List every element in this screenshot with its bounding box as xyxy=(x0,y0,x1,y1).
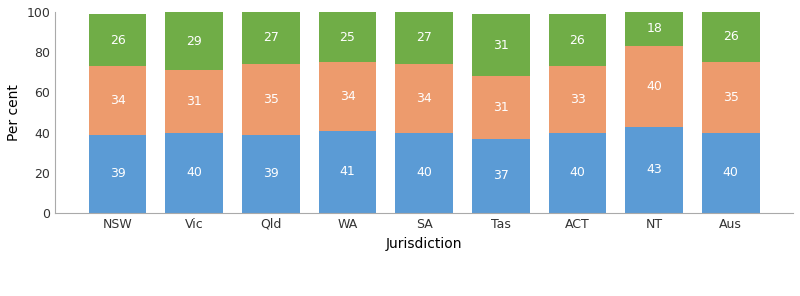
Text: 39: 39 xyxy=(110,168,126,180)
Text: 35: 35 xyxy=(723,91,738,104)
Text: 29: 29 xyxy=(186,35,202,48)
Bar xyxy=(549,133,606,213)
Text: 34: 34 xyxy=(340,90,355,103)
Bar xyxy=(472,14,530,76)
Text: 26: 26 xyxy=(723,30,738,43)
Bar xyxy=(166,70,223,133)
Text: 27: 27 xyxy=(416,30,432,44)
Bar xyxy=(472,139,530,213)
Bar xyxy=(702,133,759,213)
Bar xyxy=(166,12,223,70)
Text: 39: 39 xyxy=(263,168,278,180)
Text: 40: 40 xyxy=(186,166,202,179)
Bar xyxy=(166,133,223,213)
Text: 18: 18 xyxy=(646,22,662,35)
Bar xyxy=(242,10,299,64)
Bar xyxy=(626,127,683,213)
Bar xyxy=(549,66,606,133)
Text: 40: 40 xyxy=(416,166,432,179)
Text: 27: 27 xyxy=(263,30,278,44)
Text: 34: 34 xyxy=(110,94,126,107)
Text: 31: 31 xyxy=(186,95,202,108)
Bar xyxy=(472,76,530,139)
Bar xyxy=(626,10,683,46)
Bar xyxy=(318,131,376,213)
Bar xyxy=(395,10,453,64)
Bar xyxy=(626,46,683,127)
Bar xyxy=(242,64,299,135)
Text: 34: 34 xyxy=(416,92,432,105)
Bar xyxy=(395,133,453,213)
Text: 43: 43 xyxy=(646,163,662,176)
Text: 31: 31 xyxy=(493,39,509,52)
Bar xyxy=(318,12,376,62)
Bar xyxy=(89,135,146,213)
Bar xyxy=(318,62,376,131)
Text: 41: 41 xyxy=(340,165,355,178)
Text: 37: 37 xyxy=(493,169,509,182)
Y-axis label: Per cent: Per cent xyxy=(7,84,21,141)
Text: 40: 40 xyxy=(723,166,738,179)
Text: 40: 40 xyxy=(646,80,662,93)
Text: 40: 40 xyxy=(570,166,586,179)
Bar xyxy=(242,135,299,213)
Bar xyxy=(89,14,146,66)
Text: 25: 25 xyxy=(339,30,355,44)
X-axis label: Jurisdiction: Jurisdiction xyxy=(386,237,462,250)
Text: 31: 31 xyxy=(493,101,509,114)
Bar xyxy=(395,64,453,133)
Text: 26: 26 xyxy=(570,34,586,46)
Text: 33: 33 xyxy=(570,93,586,106)
Bar xyxy=(702,62,759,133)
Bar xyxy=(702,10,759,62)
Bar xyxy=(549,14,606,66)
Text: 26: 26 xyxy=(110,34,126,46)
Bar xyxy=(89,66,146,135)
Text: 35: 35 xyxy=(263,93,278,106)
